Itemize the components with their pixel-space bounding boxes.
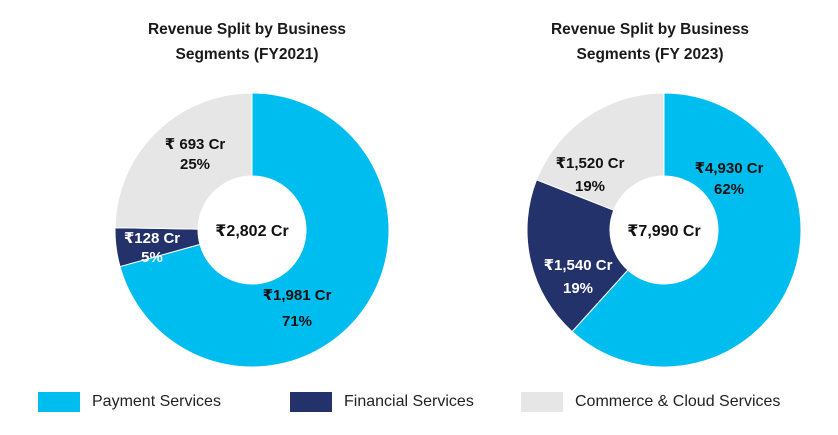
slice-value-label: ₹4,930 Cr — [695, 160, 764, 177]
slice-percent-label: 19% — [575, 178, 605, 195]
legend-swatch — [38, 392, 80, 412]
slice-percent-label: 71% — [282, 313, 312, 330]
donut-slice-payment — [571, 92, 802, 368]
slice-percent-label: 5% — [141, 249, 163, 266]
slice-percent-label: 25% — [180, 156, 210, 173]
legend-swatch — [290, 392, 332, 412]
legend-item-financial: Financial Services — [290, 389, 474, 415]
donut-slice-commerce — [114, 92, 253, 230]
legend-label: Payment Services — [92, 393, 221, 410]
slice-value-label: ₹1,520 Cr — [556, 155, 625, 172]
slice-percent-label: 19% — [563, 280, 593, 297]
slice-value-label: ₹1,540 Cr — [544, 257, 613, 274]
donut-slice-commerce — [535, 92, 665, 211]
slice-percent-label: 62% — [714, 181, 744, 198]
legend-item-commerce: Commerce & Cloud Services — [521, 389, 780, 415]
legend-label: Commerce & Cloud Services — [575, 393, 781, 410]
slice-value-label: ₹1,981 Cr — [263, 287, 332, 304]
chart-title-line: Revenue Split by Business — [147, 21, 347, 38]
slice-value-label: ₹128 Cr — [124, 230, 180, 247]
donut-slice-payment — [119, 92, 390, 368]
center-total-label: ₹2,802 Cr — [215, 223, 288, 240]
legend-label: Financial Services — [344, 393, 474, 410]
chart-title-fy2021: Revenue Split by Business Segments (FY20… — [97, 17, 397, 67]
legend-swatch — [521, 392, 563, 412]
slice-value-label: ₹ 693 Cr — [165, 136, 226, 153]
chart-title-fy2023: Revenue Split by Business Segments (FY 2… — [500, 17, 800, 67]
donut-slice-financial — [526, 179, 629, 333]
chart-title-line: Segments (FY2021) — [175, 46, 319, 63]
center-total-label: ₹7,990 Cr — [627, 223, 700, 240]
chart-title-line: Revenue Split by Business — [550, 21, 750, 38]
legend-item-payment: Payment Services — [38, 389, 221, 415]
chart-title-line: Segments (FY 2023) — [576, 46, 724, 63]
